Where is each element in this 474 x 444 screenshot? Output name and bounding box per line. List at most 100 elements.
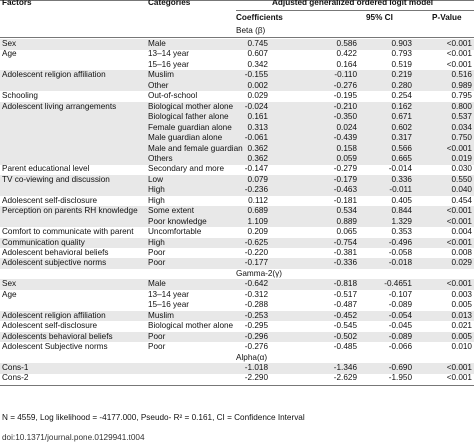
cell-category: Low	[148, 174, 164, 184]
cell-ci-upper: -0.058	[388, 248, 412, 257]
cell-ci-upper: 0.793	[391, 49, 413, 59]
cell-ci-upper: -0.011	[389, 185, 412, 195]
cell-ci-lower: -0.439	[333, 133, 357, 143]
cell-ci-lower: -0.754	[333, 237, 357, 247]
cell-p-value: <0.001	[446, 206, 472, 216]
cell-ci-lower: -0.545	[333, 321, 357, 331]
cell-ci-lower: 0.422	[336, 49, 358, 59]
cell-category: Biological father alone	[148, 112, 229, 122]
cell-ci-upper: 0.566	[391, 143, 413, 153]
cell-ci-lower: 0.586	[336, 39, 358, 48]
row-band	[0, 362, 474, 374]
cell-category: Poor	[148, 331, 166, 341]
cell-ci-lower: 0.059	[336, 153, 358, 163]
cell-ci-lower: -0.181	[333, 195, 357, 205]
rule	[0, 384, 474, 386]
row-band	[0, 70, 474, 81]
cell-coefficient: -0.236	[244, 185, 268, 195]
cell-ci-upper: -0.054	[388, 310, 412, 320]
cell-category: Biological mother alone	[148, 101, 234, 111]
cell-ci-upper: 0.254	[391, 91, 413, 101]
cell-ci-lower: 0.024	[336, 122, 358, 132]
cell-p-value: 0.537	[451, 112, 473, 122]
cell-category: 13–14 year	[148, 289, 189, 299]
cell-factor: Age	[2, 289, 17, 299]
cell-coefficient: -2.290	[244, 373, 268, 383]
cell-p-value: 0.005	[451, 300, 473, 310]
cell-category: 13–14 year	[148, 49, 189, 59]
row-band	[0, 185, 474, 196]
row-band	[0, 310, 474, 322]
cell-category: Biological mother alone	[148, 321, 234, 331]
cell-coefficient: 0.689	[247, 206, 269, 216]
cell-category: High	[148, 237, 165, 247]
cell-p-value: <0.001	[446, 143, 472, 153]
cell-category: Poor knowledge	[148, 216, 207, 226]
cell-category: Male	[148, 279, 166, 289]
cell-ci-lower: -0.463	[333, 185, 357, 195]
cell-ci-upper: 0.602	[391, 122, 413, 132]
rule	[0, 0, 474, 1]
cell-ci-upper: -0.4651	[384, 279, 412, 289]
cell-p-value: 0.550	[451, 174, 473, 184]
row-band	[0, 206, 474, 217]
header-coefficients: Coefficients	[236, 13, 283, 22]
cell-factor: Comfort to communicate with parent	[2, 227, 134, 237]
cell-p-value: 0.800	[451, 101, 473, 111]
doi: doi:10.1371/journal.pone.0129941.t004	[2, 433, 145, 442]
cell-category: Poor	[148, 342, 166, 352]
cell-p-value: 0.021	[451, 321, 473, 331]
cell-coefficient: -0.147	[244, 164, 268, 174]
row-band	[0, 101, 474, 113]
cell-factor: Sex	[2, 39, 17, 48]
cell-p-value: 0.516	[451, 70, 473, 80]
cell-category: Uncomfortable	[148, 227, 202, 237]
cell-ci-upper: -0.089	[388, 331, 412, 341]
cell-coefficient: -0.061	[244, 133, 268, 143]
cell-factor: Schooling	[2, 91, 38, 101]
row-band	[0, 279, 474, 290]
cell-p-value: 0.029	[451, 258, 473, 268]
cell-factor: Cons-2	[2, 373, 29, 383]
cell-factor: Age	[2, 49, 17, 59]
cell-category: Others	[148, 153, 173, 163]
cell-coefficient: 0.079	[247, 174, 269, 184]
cell-coefficient: -0.295	[244, 321, 268, 331]
cell-category: Secondary and more	[148, 164, 225, 174]
cell-ci-upper: 0.405	[391, 195, 413, 205]
cell-ci-lower: -1.346	[333, 362, 357, 372]
cell-ci-lower: -0.195	[333, 91, 357, 101]
cell-ci-upper: 0.665	[391, 153, 413, 163]
cell-ci-lower: -0.350	[333, 112, 357, 122]
row-band	[0, 122, 474, 134]
section-label: Gamma-2(γ)	[236, 268, 282, 278]
cell-coefficient: -0.288	[244, 300, 268, 310]
cell-ci-lower: -0.276	[333, 80, 357, 90]
cell-p-value: <0.001	[446, 216, 472, 226]
cell-category: 15–16 year	[148, 300, 189, 310]
cell-ci-lower: -2.629	[333, 373, 357, 383]
cell-category: Poor	[148, 248, 166, 257]
cell-coefficient: -0.312	[244, 289, 268, 299]
cell-category: 15–16 year	[148, 59, 189, 69]
cell-ci-lower: -0.381	[333, 248, 357, 257]
cell-ci-lower: 0.889	[336, 216, 358, 226]
row-band	[0, 112, 474, 123]
cell-p-value: 0.750	[451, 133, 473, 143]
cell-ci-lower: 0.164	[336, 59, 358, 69]
cell-factor: Adolescent religion affiliation	[2, 70, 106, 80]
cell-ci-lower: 0.158	[336, 143, 358, 153]
cell-coefficient: 0.362	[247, 153, 269, 163]
cell-coefficient: -0.177	[244, 258, 268, 268]
header-beta: Beta (β)	[236, 26, 266, 35]
cell-category: Poor	[148, 258, 166, 268]
cell-ci-upper: -0.089	[388, 300, 412, 310]
cell-ci-upper: -0.045	[388, 321, 412, 331]
cell-p-value: 0.989	[451, 80, 473, 90]
row-band	[0, 237, 474, 249]
cell-p-value: <0.001	[446, 279, 472, 289]
cell-category: Some extent	[148, 206, 194, 216]
header-categories: Categories	[148, 0, 191, 7]
cell-factor: Cons-1	[2, 362, 29, 372]
